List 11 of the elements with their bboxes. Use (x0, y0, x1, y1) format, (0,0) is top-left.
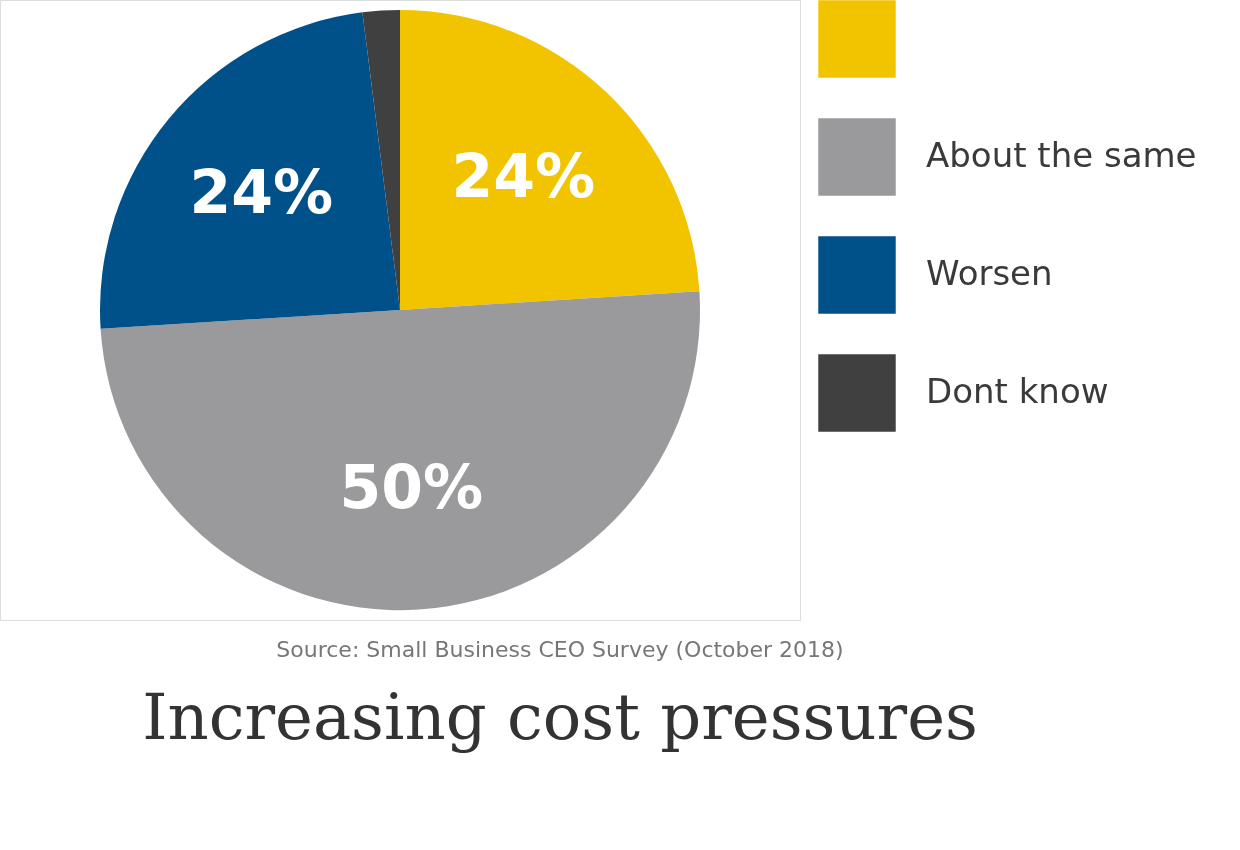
pie-slice (400, 10, 700, 310)
text: Increasing cost pressures (142, 680, 978, 754)
source-note: Source: Small Business CEO Survey (October 2018) (276, 637, 844, 662)
data-label: 24% (189, 157, 334, 228)
pie-slice (100, 291, 700, 611)
data-label: 50% (339, 451, 484, 522)
pie-slice (100, 12, 400, 329)
data-label: 24% (451, 140, 596, 211)
legend-label: Dont know (926, 371, 1109, 411)
legend-label: Worsen (926, 253, 1053, 293)
legend-label: About the same (926, 135, 1197, 175)
